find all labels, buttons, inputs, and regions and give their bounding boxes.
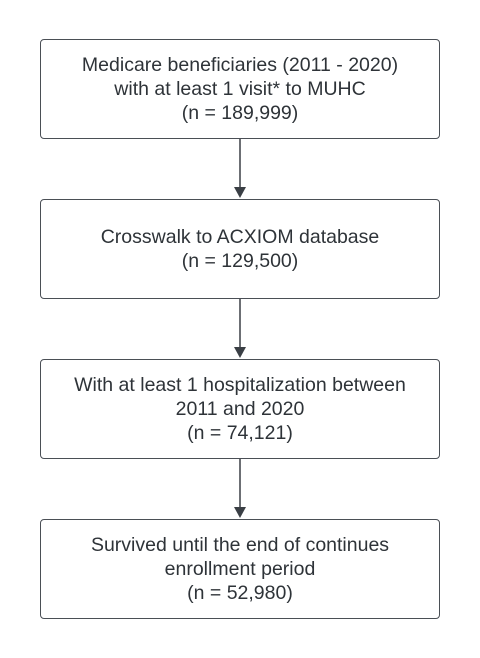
box-text-line: Survived until the end of continues <box>91 533 389 557</box>
flow-box-crosswalk-acxiom: Crosswalk to ACXIOM database (n = 129,50… <box>40 199 440 299</box>
box-text-line: 2011 and 2020 <box>176 397 305 421</box>
flow-box-hospitalization: With at least 1 hospitalization between … <box>40 359 440 459</box>
box-count: (n = 52,980) <box>187 581 293 605</box>
box-text-line: enrollment period <box>165 557 316 581</box>
box-text-line: Crosswalk to ACXIOM database <box>101 225 380 249</box>
arrow-2-to-3 <box>234 299 246 358</box>
arrow-3-to-4 <box>234 459 246 518</box>
box-count: (n = 129,500) <box>182 249 299 273</box>
box-text-line: With at least 1 hospitalization between <box>74 373 406 397</box>
box-text-line: with at least 1 visit* to MUHC <box>114 77 365 101</box>
flow-box-survived-enrollment: Survived until the end of continues enro… <box>40 519 440 619</box>
box-count: (n = 189,999) <box>182 101 299 125</box>
arrow-1-to-2 <box>234 139 246 198</box>
box-count: (n = 74,121) <box>187 421 293 445</box>
flow-box-medicare-beneficiaries: Medicare beneficiaries (2011 - 2020) wit… <box>40 39 440 139</box>
box-text-line: Medicare beneficiaries (2011 - 2020) <box>82 53 398 77</box>
